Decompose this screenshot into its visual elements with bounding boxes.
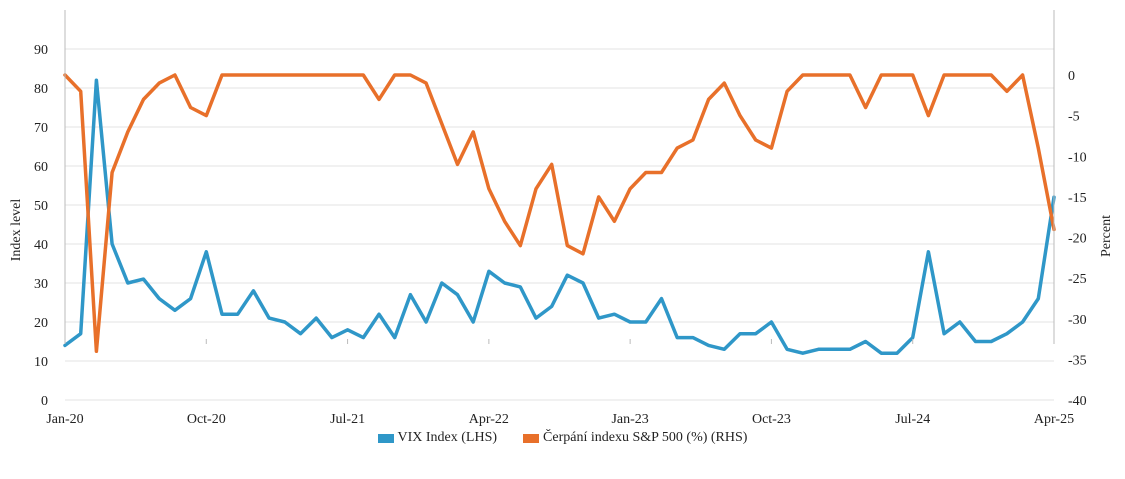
sp500-drawdown-series-line xyxy=(63,73,1056,354)
y-left-axis-title: Index level xyxy=(9,199,24,262)
y-left-tick-label: 20 xyxy=(34,316,48,331)
x-tick-label: Apr-22 xyxy=(469,412,509,427)
legend-label-sp500-drawdown: Čerpání indexu S&P 500 (%) (RHS) xyxy=(543,430,748,445)
legend-label-vix: VIX Index (LHS) xyxy=(397,430,498,445)
x-tick-label: Jan-20 xyxy=(46,412,83,427)
y-left-tick-label: 50 xyxy=(34,199,48,214)
y-right-tick-label: -35 xyxy=(1068,353,1087,368)
vix-series-line xyxy=(63,78,1056,355)
x-tick-label: Oct-20 xyxy=(187,412,226,427)
legend-item-sp500-drawdown: Čerpání indexu S&P 500 (%) (RHS) xyxy=(523,430,747,446)
y-right-tick-label: -5 xyxy=(1068,110,1080,125)
y-right-tick-label: -25 xyxy=(1068,272,1087,287)
legend-swatch-sp500-drawdown xyxy=(523,433,540,443)
y-right-tick-label: -40 xyxy=(1068,394,1087,409)
y-right-tick-label: 0 xyxy=(1068,69,1075,84)
x-tick-label: Jan-23 xyxy=(611,412,648,427)
x-tick-label: Apr-25 xyxy=(1034,412,1074,427)
y-right-tick-label: -10 xyxy=(1068,150,1087,165)
y-left-tick-label: 70 xyxy=(34,121,48,136)
x-tick-label: Jul-24 xyxy=(895,412,930,427)
series-layer xyxy=(63,73,1056,355)
y-left-tick-label: 0 xyxy=(41,394,48,409)
y-left-tick-label: 30 xyxy=(34,277,48,292)
y-left-tick-label: 40 xyxy=(34,238,48,253)
x-tick-label: Oct-23 xyxy=(752,412,791,427)
x-tick-label: Jul-21 xyxy=(330,412,365,427)
y-right-tick-label: -30 xyxy=(1068,313,1087,328)
legend: VIX Index (LHS) Čerpání indexu S&P 500 (… xyxy=(0,430,1125,446)
y-right-axis-title: Percent xyxy=(1099,215,1114,257)
axes: 0 10 20 30 40 50 60 70 80 90 0 -5 -10 -15 -20 -25 -30 -35… xyxy=(34,10,1087,427)
legend-item-vix: VIX Index (LHS) xyxy=(377,430,498,446)
y-right-tick-label: -15 xyxy=(1068,191,1087,206)
y-left-tick-label: 90 xyxy=(34,43,48,58)
y-left-tick-label: 10 xyxy=(34,355,48,370)
y-left-tick-label: 80 xyxy=(34,82,48,97)
legend-swatch-vix xyxy=(377,433,394,443)
y-left-tick-label: 60 xyxy=(34,160,48,175)
y-right-tick-label: -20 xyxy=(1068,232,1087,247)
